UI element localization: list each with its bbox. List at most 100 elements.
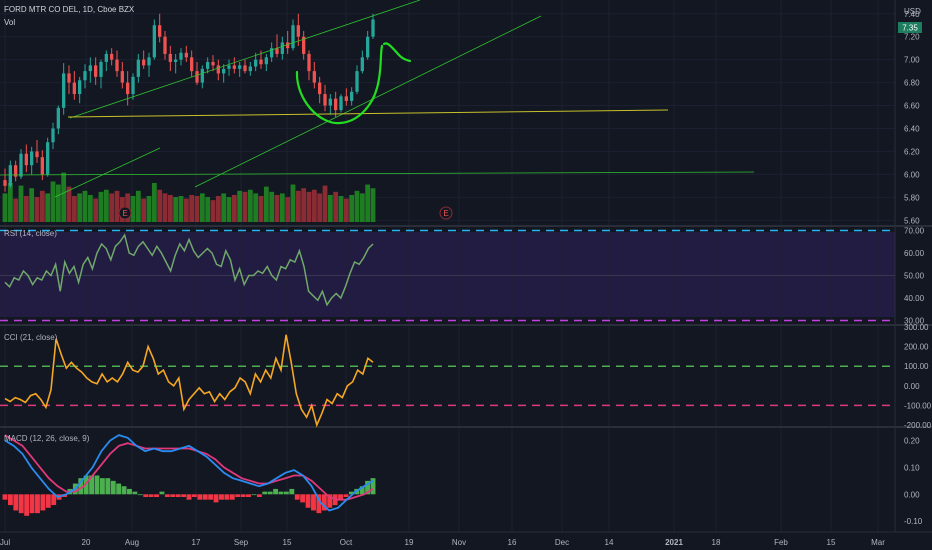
volume-bar (18, 185, 24, 222)
volume-bar (157, 189, 163, 222)
candle-body (323, 94, 327, 106)
volume-bar (50, 181, 56, 222)
macd-title[interactable]: MACD (12, 26, close, 9) (4, 434, 90, 443)
macd-histogram-bar (7, 494, 13, 506)
volume-bar (103, 189, 109, 222)
macd-histogram-bar (338, 494, 343, 500)
volume-bar (263, 186, 269, 222)
volume-bar (311, 189, 317, 222)
rsi-axis-tick: 60.00 (904, 249, 925, 258)
price-axis-tick: 7.00 (904, 56, 920, 65)
hand-drawn-arrow-curve[interactable] (382, 42, 412, 63)
price-axis-tick: 6.40 (904, 124, 920, 133)
candle-body (344, 96, 348, 101)
macd-histogram-bar (224, 494, 230, 500)
macd-histogram-bar (35, 494, 40, 514)
macd-histogram-bar (83, 475, 89, 495)
macd-histogram-bar (105, 478, 111, 495)
macd-histogram-bar (29, 494, 35, 514)
rsi-axis-tick: 30.00 (904, 317, 925, 326)
macd-histogram-bar (89, 475, 95, 495)
time-axis-tick: Sep (234, 538, 249, 547)
candle-body (318, 82, 322, 95)
macd-histogram-bar (154, 494, 159, 497)
hand-drawn-cup-curve[interactable] (295, 44, 384, 125)
volume-bar (247, 189, 253, 222)
time-axis-tick: Dec (555, 538, 569, 547)
volume-bar (146, 196, 152, 222)
time-axis-tick: Mar (871, 538, 885, 547)
macd-histogram-bar (121, 486, 127, 495)
trendline-upper-channel[interactable] (69, 0, 421, 119)
earnings-marker-circle[interactable] (439, 206, 453, 220)
macd-histogram-bar (289, 488, 295, 495)
cci-series (0, 334, 895, 428)
macd-histogram-bar (2, 494, 8, 500)
volume-bar (66, 186, 72, 222)
cci-axis-tick: 100.00 (904, 362, 929, 371)
macd-histogram-bar (251, 494, 257, 496)
volume-bar (173, 197, 179, 222)
trendline-lower-channel[interactable] (194, 15, 542, 188)
macd-histogram-bar (348, 491, 354, 495)
macd-histogram-bar (283, 491, 289, 495)
horizontal-line-green[interactable] (0, 171, 755, 176)
last-price-badge (898, 22, 922, 33)
rsi-title[interactable]: RSI (14, close) (4, 229, 57, 238)
macd-histogram-bar (267, 491, 273, 495)
support-line-yellow[interactable] (67, 109, 669, 118)
candle-body (14, 165, 18, 177)
volume-bar (210, 200, 216, 222)
volume-bar (215, 196, 221, 222)
volume-bar (338, 196, 344, 222)
volume-bar (71, 196, 77, 222)
candle-body (302, 36, 306, 54)
macd-histogram-bar (229, 494, 235, 500)
candle-body (254, 59, 258, 67)
volume-bar (285, 197, 291, 222)
volume-bar (370, 188, 376, 222)
volume-bar (29, 188, 35, 222)
macd-histogram-bar (170, 494, 176, 497)
rsi-line (4, 233, 374, 307)
rsi-axis-tick: 40.00 (904, 294, 925, 303)
candle-body (152, 25, 156, 58)
earnings-marker-circle[interactable] (118, 206, 132, 220)
candle-body (339, 96, 343, 111)
candle-body (227, 65, 231, 69)
volume-bar (194, 196, 200, 222)
macd-histogram-bar (365, 480, 371, 495)
time-axis-tick: 2021 (665, 538, 683, 547)
candle-body (8, 165, 12, 186)
price-axis-tick: 6.80 (904, 79, 920, 88)
candle-body (360, 57, 364, 72)
macd-histogram-bar (143, 494, 149, 497)
symbol-title[interactable]: FORD MTR CO DEL, 1D, Cboe BZX (4, 5, 135, 14)
volume-bar (306, 191, 312, 222)
cci-line (4, 334, 374, 428)
candle-body (334, 98, 338, 111)
candle-body (184, 52, 188, 58)
rsi-band-fill (0, 232, 895, 317)
volume-bar (274, 194, 280, 222)
macd-histogram-bar (305, 494, 311, 508)
trendline-long-rising[interactable] (54, 147, 161, 198)
axis-labels: Jul 20 Aug 17 Sep 15 Oct 19 Nov 16 Dec 14 2021 18 Feb 1… (0, 10, 932, 547)
earnings-marker-label: E (443, 209, 448, 218)
macd-histogram-bar (164, 494, 170, 497)
volume-bar (45, 193, 51, 222)
candle-body (355, 71, 359, 92)
macd-histogram-bar (197, 494, 203, 500)
volume-bar (13, 198, 19, 222)
candle-body (94, 65, 98, 77)
cci-axis-tick: 200.00 (904, 343, 929, 352)
macd-histogram-bar (240, 494, 246, 497)
volume-bar (23, 196, 29, 222)
cci-title[interactable]: CCI (21, close) (4, 333, 58, 342)
time-axis-tick: Nov (452, 538, 466, 547)
volume-bar (231, 194, 237, 222)
candle-body (243, 65, 247, 72)
volume-bar (7, 183, 13, 222)
macd-histogram-bar (99, 478, 105, 495)
